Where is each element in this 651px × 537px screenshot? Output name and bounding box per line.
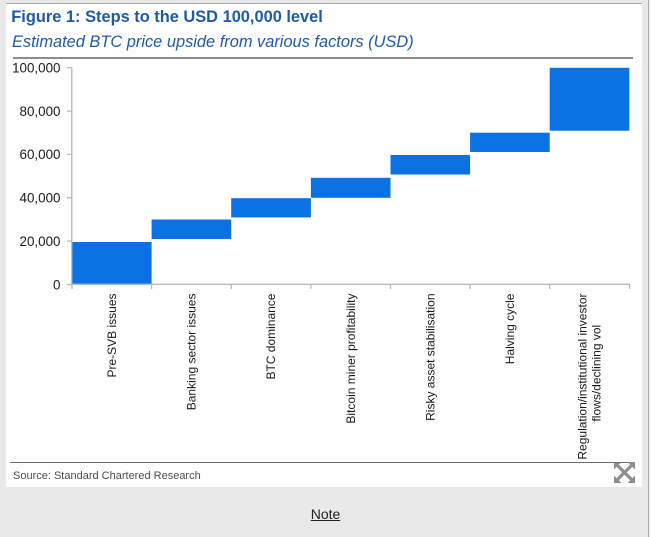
svg-text:40,000: 40,000 bbox=[20, 191, 61, 206]
svg-text:80,000: 80,000 bbox=[20, 104, 61, 119]
svg-text:0: 0 bbox=[53, 277, 60, 292]
svg-text:Risky asset stabilisation: Risky asset stabilisation bbox=[424, 294, 438, 421]
svg-text:60,000: 60,000 bbox=[20, 147, 61, 162]
svg-text:Bitcoin miner profitability: Bitcoin miner profitability bbox=[344, 294, 358, 424]
svg-text:20,000: 20,000 bbox=[20, 234, 61, 249]
svg-text:flows/declining vol: flows/declining vol bbox=[590, 325, 604, 422]
svg-text:Halving cycle: Halving cycle bbox=[503, 293, 517, 364]
svg-text:Regulation/institutional inves: Regulation/institutional investor bbox=[575, 294, 589, 460]
svg-text:BTC dominance: BTC dominance bbox=[264, 293, 278, 379]
svg-text:Banking sector issues: Banking sector issues bbox=[185, 294, 199, 411]
svg-text:Pre-SVB issues: Pre-SVB issues bbox=[105, 294, 119, 378]
svg-text:100,000: 100,000 bbox=[12, 61, 60, 76]
